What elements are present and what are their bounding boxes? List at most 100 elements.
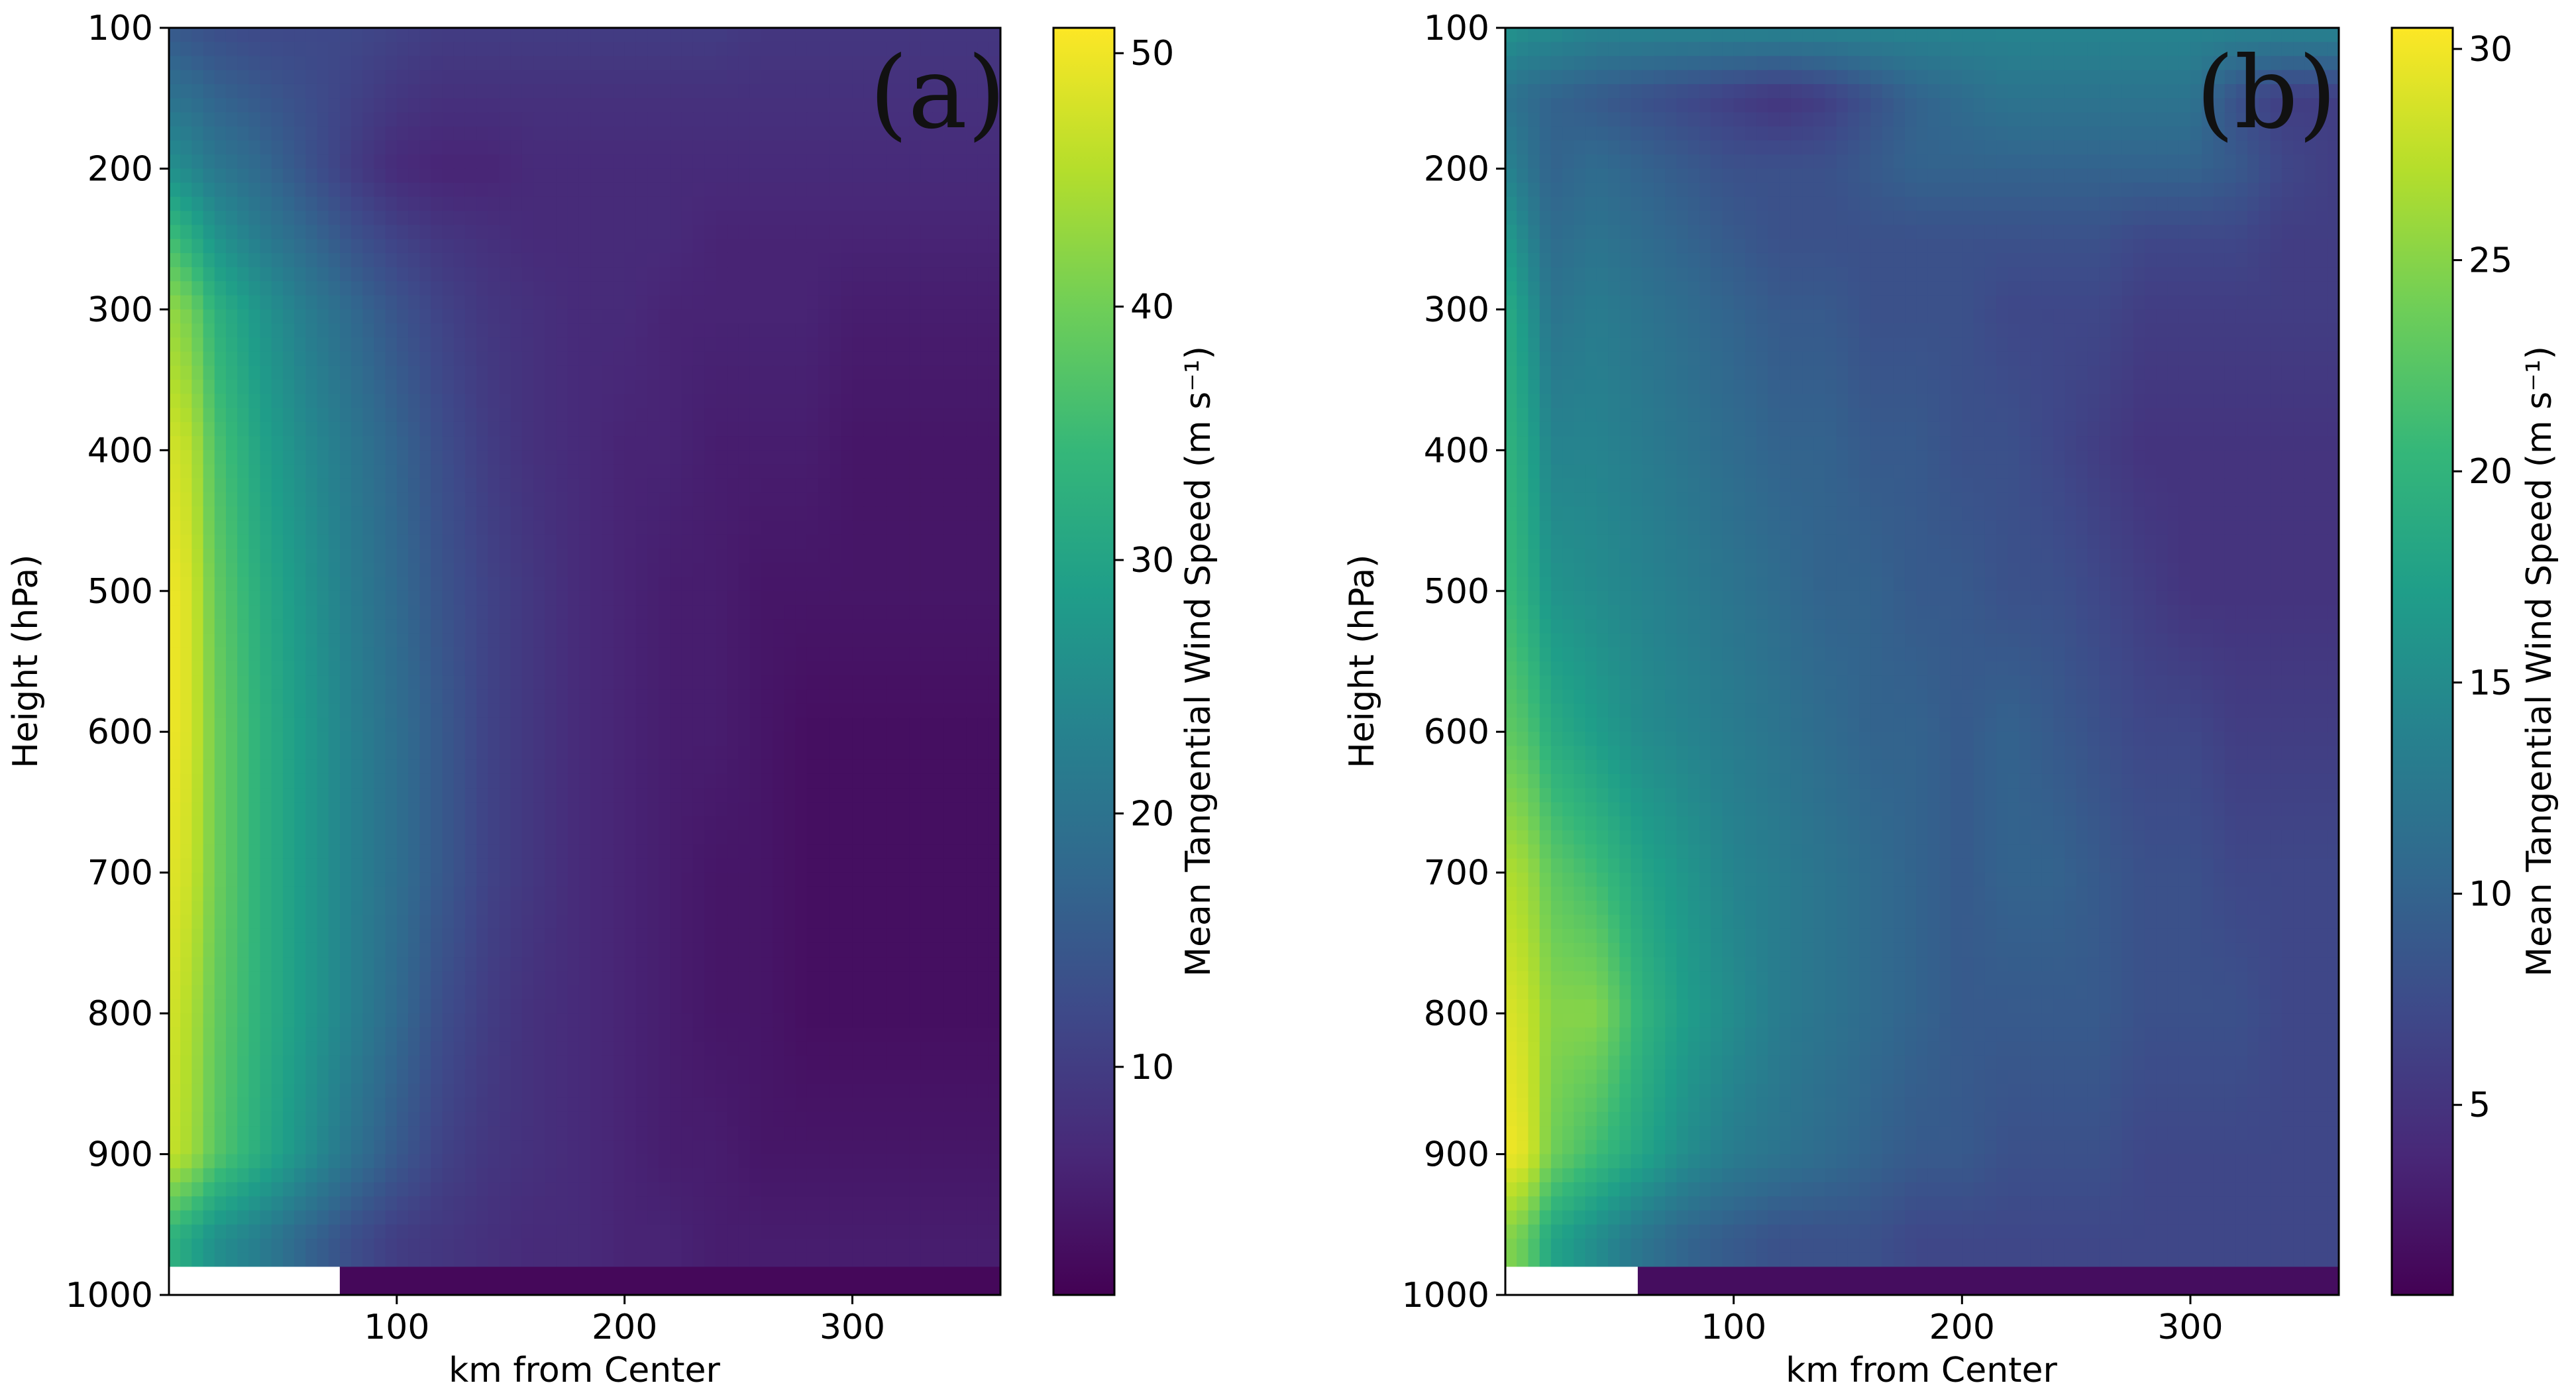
panel-a-heatmap-cell <box>385 872 398 887</box>
panel-a-heatmap-cell <box>374 942 386 958</box>
panel-a-heatmap-cell <box>339 886 352 902</box>
panel-a-heatmap-cell <box>761 365 774 381</box>
panel-a-heatmap-cell <box>294 309 307 325</box>
panel-a-heatmap-cell <box>248 56 261 71</box>
panel-a-heatmap-cell <box>613 563 625 578</box>
panel-a-heatmap-cell <box>533 605 546 620</box>
panel-a-heatmap-cell <box>818 717 831 733</box>
panel-a-heatmap-cell <box>806 549 819 564</box>
panel-a-heatmap-cell <box>727 126 739 141</box>
panel-a-heatmap-cell <box>886 436 899 451</box>
panel-a-heatmap-cell <box>784 563 796 578</box>
panel-a-heatmap-cell <box>659 140 671 156</box>
panel-a-heatmap-cell <box>727 675 739 691</box>
panel-a-heatmap-cell <box>886 816 899 831</box>
panel-a-heatmap-cell <box>362 408 375 423</box>
panel-a-heatmap-cell <box>909 689 922 704</box>
panel-a-heatmap-cell <box>488 126 500 141</box>
panel-a-heatmap-cell <box>749 759 762 775</box>
panel-a-heatmap-cell <box>317 408 329 423</box>
panel-a-heatmap-cell <box>374 140 386 156</box>
panel-a-heatmap-cell <box>510 901 523 916</box>
panel-a-heatmap-cell <box>852 154 865 170</box>
panel-a-heatmap-cell <box>362 915 375 930</box>
panel-a-heatmap-cell <box>464 56 478 71</box>
panel-a-heatmap-cell <box>453 661 466 677</box>
panel-a-heatmap-cell <box>795 98 808 113</box>
panel-a-heatmap-cell <box>932 534 944 549</box>
panel-a-heatmap-cell <box>761 703 774 718</box>
panel-a-heatmap-cell <box>955 928 967 944</box>
panel-a-heatmap-cell <box>510 689 523 704</box>
panel-a-heatmap-cell <box>943 56 956 71</box>
panel-a-heatmap-cell <box>294 154 307 170</box>
panel-a-heatmap-cell <box>613 788 625 803</box>
panel-a-heatmap-cell <box>464 112 478 127</box>
panel-a-heatmap-cell <box>237 844 250 860</box>
panel-a-heatmap-cell <box>248 957 261 972</box>
panel-a-heatmap-cell <box>271 689 284 704</box>
panel-a-heatmap-cell <box>898 619 910 634</box>
panel-a-heatmap-cell <box>374 323 386 339</box>
panel-a-heatmap-cell <box>578 773 591 789</box>
panel-a-heatmap-cell <box>442 788 455 803</box>
panel-a-heatmap-cell <box>932 506 944 522</box>
panel-a-heatmap-cell <box>431 28 443 43</box>
panel-a-heatmap-cell <box>203 844 215 860</box>
panel-a-heatmap-cell <box>659 971 671 986</box>
panel-a-heatmap-cell <box>214 633 227 648</box>
panel-a-heatmap-cell <box>385 351 398 366</box>
panel-a-heatmap-cell <box>203 408 215 423</box>
panel-a-heatmap-cell <box>294 478 307 493</box>
panel-a-heatmap-cell <box>237 675 250 691</box>
panel-a-heatmap-cell <box>260 182 272 197</box>
panel-a-heatmap-cell <box>431 337 443 353</box>
panel-a-heatmap-cell <box>590 534 603 549</box>
panel-a-heatmap-cell <box>271 408 284 423</box>
panel-a-heatmap-cell <box>442 746 455 761</box>
panel-a-heatmap-cell <box>886 70 899 85</box>
panel-a-heatmap-cell <box>659 196 671 212</box>
panel-a-heatmap-cell <box>510 942 523 958</box>
panel-a-heatmap-cell <box>488 140 500 156</box>
panel-a-heatmap-cell <box>727 168 739 184</box>
panel-a-heatmap-cell <box>488 295 500 310</box>
panel-a-heatmap-cell <box>875 112 887 127</box>
panel-a-heatmap-cell <box>225 590 239 606</box>
panel-a-heatmap-cell <box>214 394 227 409</box>
panel-a-heatmap-cell <box>886 577 899 592</box>
panel-a-heatmap-cell <box>328 323 341 339</box>
panel-a-heatmap-cell <box>545 84 557 99</box>
panel-a-heatmap-cell <box>692 534 705 549</box>
panel-a-heatmap-cell <box>431 788 443 803</box>
panel-a-heatmap-cell <box>635 577 648 592</box>
panel-a-heatmap-cell <box>909 971 922 986</box>
panel-a-heatmap-cell <box>863 633 876 648</box>
panel-a-heatmap-cell <box>431 506 443 522</box>
panel-a-heatmap-cell <box>362 56 375 71</box>
panel-a-heatmap-cell <box>237 746 250 761</box>
panel-a-heatmap-cell <box>966 70 979 85</box>
panel-a-heatmap-cell <box>578 633 591 648</box>
panel-a-heatmap-cell <box>863 577 876 592</box>
panel-a-heatmap-cell <box>704 506 717 522</box>
panel-a-heatmap-cell <box>818 746 831 761</box>
panel-a-heatmap-cell <box>351 225 364 240</box>
panel-a-heatmap-cell <box>590 703 603 718</box>
panel-a-heatmap-cell <box>738 492 751 508</box>
panel-a-heatmap-cell <box>749 971 762 986</box>
panel-a-heatmap-cell <box>727 98 739 113</box>
panel-a-heatmap-cell <box>237 830 250 846</box>
panel-a-heatmap-cell <box>692 112 705 127</box>
panel-a-heatmap-cell <box>613 928 625 944</box>
panel-a-heatmap-cell <box>225 759 239 775</box>
panel-a-heatmap-cell <box>271 239 284 254</box>
panel-a-heatmap-cell <box>248 816 261 831</box>
panel-a-heatmap-cell <box>852 351 865 366</box>
panel-a-heatmap-cell <box>453 365 466 381</box>
panel-a-heatmap-cell <box>670 492 682 508</box>
panel-a-heatmap-cell <box>431 590 443 606</box>
panel-a-heatmap-cell <box>863 28 876 43</box>
panel-a-heatmap-cell <box>955 281 967 296</box>
panel-a-heatmap-cell <box>909 661 922 677</box>
